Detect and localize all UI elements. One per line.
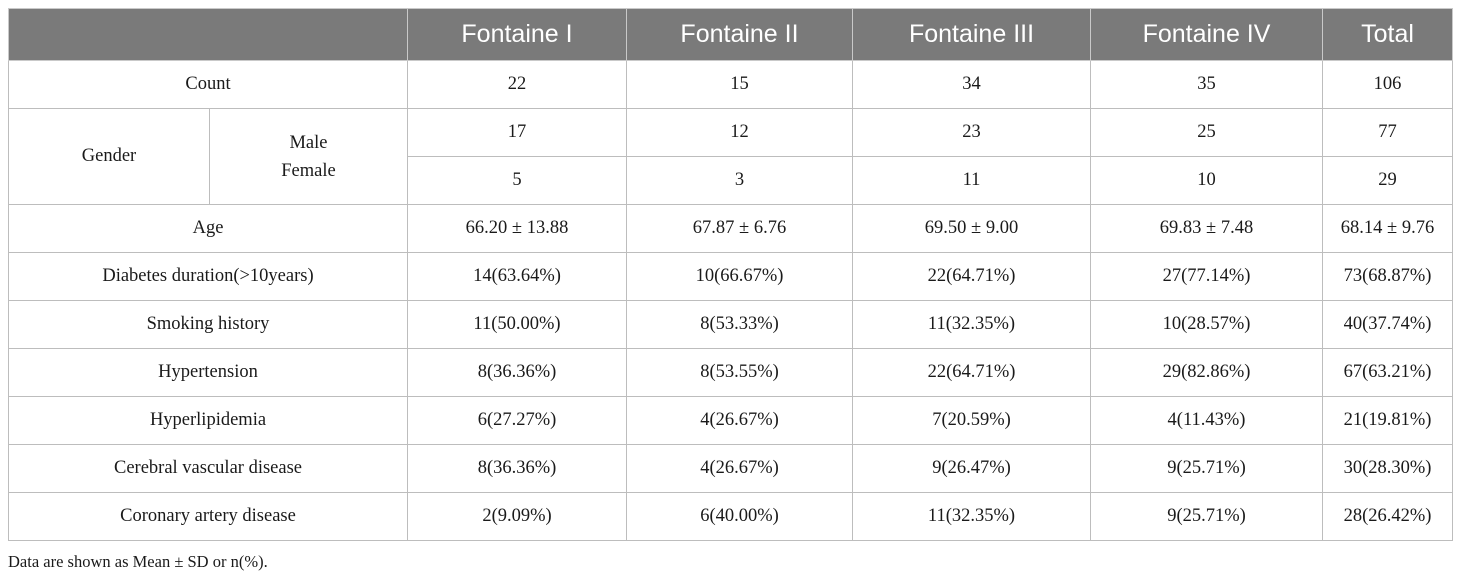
table-row-count: Count 22 15 34 35 106	[8, 60, 1453, 109]
table-cell: 8(36.36%)	[407, 444, 627, 493]
table-cell: 23	[852, 108, 1091, 157]
table-row-coronary-artery-disease: Coronary artery disease 2(9.09%) 6(40.00…	[8, 492, 1453, 541]
gender-sub-labels: Male Female	[209, 108, 408, 205]
header-fontaine-1: Fontaine I	[407, 8, 627, 61]
table-cell: 11(50.00%)	[407, 300, 627, 349]
table-cell: 40(37.74%)	[1322, 300, 1453, 349]
table-row-gender-female: 5 3 11 10 29	[9, 156, 1453, 205]
table-cell: 15	[626, 60, 853, 109]
row-label-smoking-history: Smoking history	[8, 300, 408, 349]
table-footnote: Data are shown as Mean ± SD or n(%).	[8, 552, 268, 571]
table-cell: 67.87 ± 6.76	[626, 204, 853, 253]
table-cell: 9(25.71%)	[1090, 444, 1323, 493]
table-cell: 27(77.14%)	[1090, 252, 1323, 301]
table-cell: 28(26.42%)	[1322, 492, 1453, 541]
table-cell: 106	[1322, 60, 1453, 109]
table-cell: 8(53.55%)	[626, 348, 853, 397]
table-cell: 68.14 ± 9.76	[1322, 204, 1453, 253]
table-cell: 11(32.35%)	[852, 300, 1091, 349]
table-cell: 11	[852, 156, 1091, 205]
table-row-cerebral-vascular-disease: Cerebral vascular disease 8(36.36%) 4(26…	[8, 444, 1453, 493]
table-cell: 29(82.86%)	[1090, 348, 1323, 397]
baseline-characteristics-table: Fontaine I Fontaine II Fontaine III Font…	[8, 8, 1453, 541]
table-cell: 4(11.43%)	[1090, 396, 1323, 445]
header-fontaine-2: Fontaine II	[626, 8, 853, 61]
table-row-smoking-history: Smoking history 11(50.00%) 8(53.33%) 11(…	[8, 300, 1453, 349]
table-cell: 2(9.09%)	[407, 492, 627, 541]
table-cell: 8(36.36%)	[407, 348, 627, 397]
table-cell: 7(20.59%)	[852, 396, 1091, 445]
table-cell: 73(68.87%)	[1322, 252, 1453, 301]
table-cell: 21(19.81%)	[1322, 396, 1453, 445]
table-cell: 10	[1090, 156, 1323, 205]
table-header-row: Fontaine I Fontaine II Fontaine III Font…	[8, 8, 1453, 61]
table-cell: 22(64.71%)	[852, 252, 1091, 301]
header-blank-cell	[8, 8, 408, 61]
table-cell: 4(26.67%)	[626, 444, 853, 493]
table-cell: 22(64.71%)	[852, 348, 1091, 397]
row-label-cerebral-vascular-disease: Cerebral vascular disease	[8, 444, 408, 493]
table-row-hypertension: Hypertension 8(36.36%) 8(53.55%) 22(64.7…	[8, 348, 1453, 397]
table-row-hyperlipidemia: Hyperlipidemia 6(27.27%) 4(26.67%) 7(20.…	[8, 396, 1453, 445]
row-label-diabetes-duration: Diabetes duration(>10years)	[8, 252, 408, 301]
table-cell: 66.20 ± 13.88	[407, 204, 627, 253]
table-cell: 69.50 ± 9.00	[852, 204, 1091, 253]
table-cell: 69.83 ± 7.48	[1090, 204, 1323, 253]
table-cell: 9(25.71%)	[1090, 492, 1323, 541]
row-label-hypertension: Hypertension	[8, 348, 408, 397]
table-cell: 22	[407, 60, 627, 109]
table-row-age: Age 66.20 ± 13.88 67.87 ± 6.76 69.50 ± 9…	[8, 204, 1453, 253]
table-cell: 11(32.35%)	[852, 492, 1091, 541]
baseline-characteristics-table-container: Fontaine I Fontaine II Fontaine III Font…	[8, 8, 1453, 541]
table-cell: 12	[626, 108, 853, 157]
table-cell: 9(26.47%)	[852, 444, 1091, 493]
table-cell: 30(28.30%)	[1322, 444, 1453, 493]
table-cell: 10(66.67%)	[626, 252, 853, 301]
header-total: Total	[1322, 8, 1453, 61]
row-label-coronary-artery-disease: Coronary artery disease	[8, 492, 408, 541]
header-fontaine-3: Fontaine III	[852, 8, 1091, 61]
gender-male-label: Male	[289, 132, 328, 153]
table-row-gender-male: Gender Male Female 17 12 23 25 77	[8, 108, 1453, 205]
header-fontaine-4: Fontaine IV	[1090, 8, 1323, 61]
row-label-hyperlipidemia: Hyperlipidemia	[8, 396, 408, 445]
table-cell: 25	[1090, 108, 1323, 157]
table-cell: 6(27.27%)	[407, 396, 627, 445]
row-label-gender: Gender	[8, 108, 210, 205]
table-cell: 29	[1322, 156, 1453, 205]
row-label-count: Count	[8, 60, 408, 109]
table-cell: 14(63.64%)	[407, 252, 627, 301]
table-cell: 3	[626, 156, 853, 205]
table-cell: 5	[407, 156, 627, 205]
table-cell: 17	[407, 108, 627, 157]
gender-female-label: Female	[281, 160, 336, 181]
table-cell: 10(28.57%)	[1090, 300, 1323, 349]
table-cell: 8(53.33%)	[626, 300, 853, 349]
table-cell: 6(40.00%)	[626, 492, 853, 541]
row-label-age: Age	[8, 204, 408, 253]
table-cell: 34	[852, 60, 1091, 109]
table-cell: 67(63.21%)	[1322, 348, 1453, 397]
table-cell: 77	[1322, 108, 1453, 157]
table-row-diabetes-duration: Diabetes duration(>10years) 14(63.64%) 1…	[8, 252, 1453, 301]
table-cell: 35	[1090, 60, 1323, 109]
table-cell: 4(26.67%)	[626, 396, 853, 445]
